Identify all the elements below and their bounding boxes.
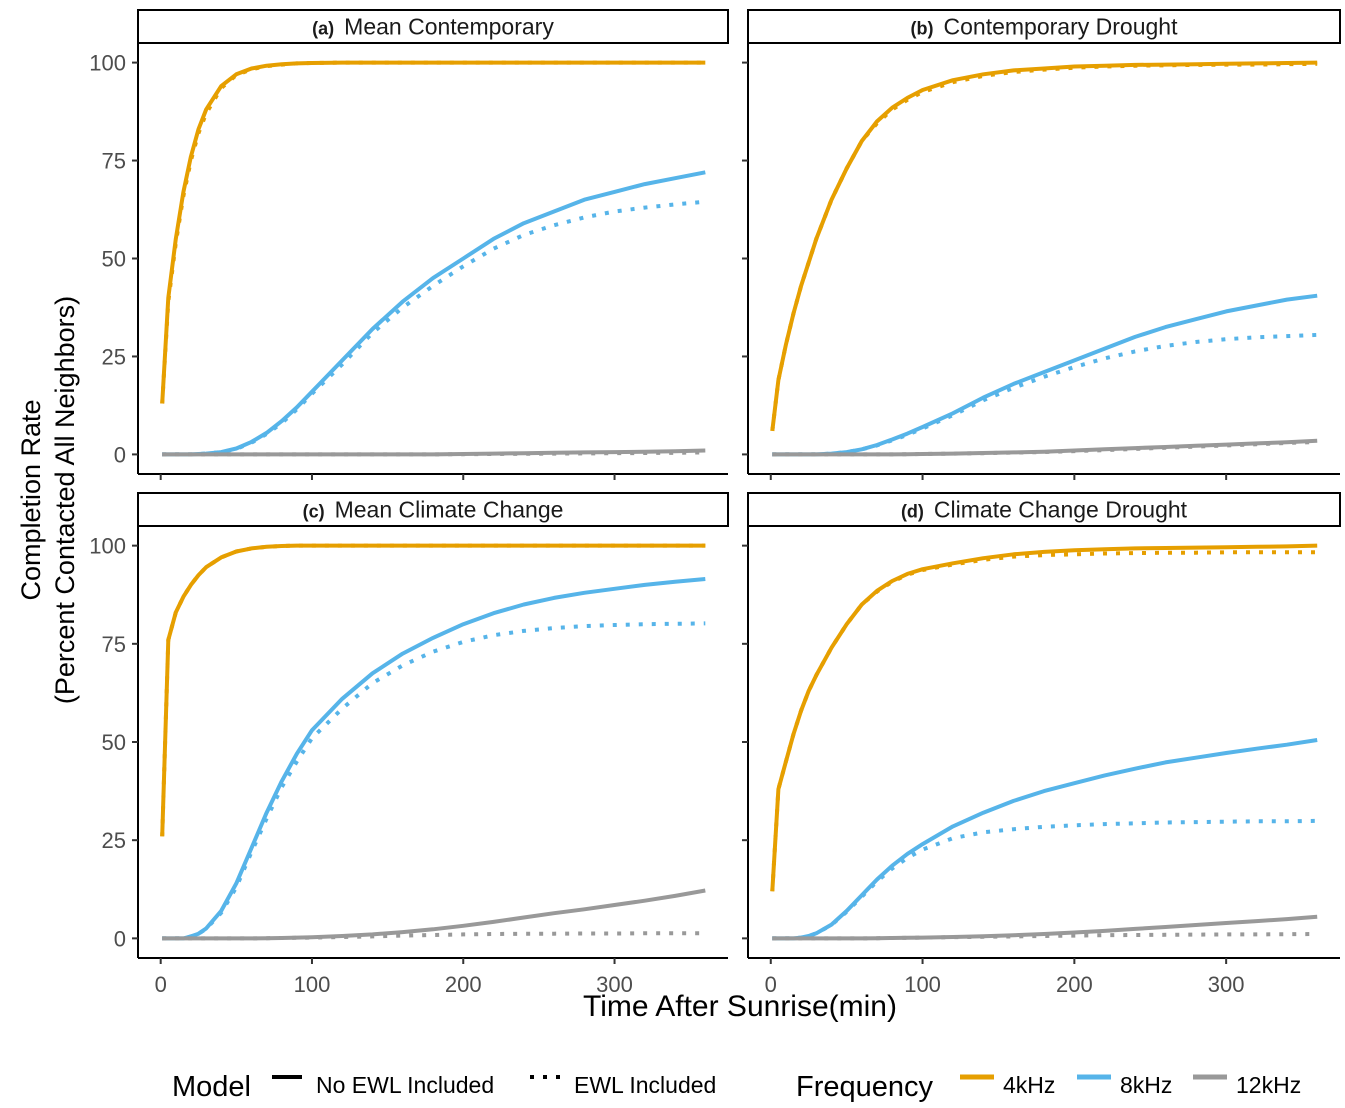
series-line-8khz-no-ewl <box>162 170 706 457</box>
legend-frequency-label: 8kHz <box>1120 1072 1172 1098</box>
y-tick-label: 0 <box>114 442 126 467</box>
y-tick-label: 50 <box>102 730 126 755</box>
legend-frequency-label: 4kHz <box>1003 1072 1055 1098</box>
series-line-12khz-no-ewl <box>162 448 706 457</box>
panel-title: (a) Mean Contemporary <box>312 14 554 40</box>
x-tick-label: 300 <box>596 972 633 997</box>
x-tick-label: 100 <box>294 972 331 997</box>
series-line-4khz-no-ewl <box>770 543 1318 892</box>
panel-1: (a) Mean Contemporary 0 25 50 75 100 <box>89 9 729 480</box>
legend-model-title: Model <box>172 1071 251 1103</box>
series-line-12khz-ewl <box>162 931 706 941</box>
panel-title: (b) Contemporary Drought <box>911 14 1179 40</box>
panel-tag: (c) <box>303 502 325 522</box>
y-tick-label: 75 <box>102 632 126 657</box>
panel-3: (c) Mean Climate Change 0 25 50 75 100 0 100 200 3… <box>89 492 729 997</box>
x-tick-label: 0 <box>155 972 167 997</box>
panel-strip <box>747 9 1341 44</box>
panel-2: (b) Contemporary Drought <box>742 9 1341 480</box>
y-tick-label: 75 <box>102 149 126 174</box>
series-line-8khz-ewl <box>772 332 1318 457</box>
y-tick-label: 0 <box>114 926 126 951</box>
x-tick-label: 100 <box>904 972 941 997</box>
series-line-12khz-no-ewl <box>772 438 1318 457</box>
panel-title-text: Climate Change Drought <box>934 497 1188 523</box>
series-group <box>160 60 706 457</box>
y-tick-label: 50 <box>102 247 126 272</box>
series-group <box>770 543 1318 941</box>
panel-title-text: Mean Climate Change <box>335 497 564 523</box>
panel-title: (c) Mean Climate Change <box>303 497 564 523</box>
series-line-8khz-no-ewl <box>772 738 1318 941</box>
panel-title-text: Mean Contemporary <box>344 14 554 40</box>
panel-strip <box>747 492 1341 527</box>
legend-frequency-title: Frequency <box>796 1071 934 1103</box>
series-line-4khz-no-ewl <box>160 60 706 404</box>
x-tick-label: 0 <box>765 972 777 997</box>
legend-model: Model No EWL Included EWL Included <box>172 1071 716 1103</box>
legend-model-label: No EWL Included <box>316 1072 494 1098</box>
panel-4: (d) Climate Change Drought 0 100 200 300 <box>742 492 1341 997</box>
legend-frequency-label: 12kHz <box>1236 1072 1301 1098</box>
series-line-12khz-no-ewl <box>772 914 1318 941</box>
legend-frequency: Frequency 4kHz 8kHz 12kHz <box>796 1071 1301 1103</box>
panel-strip <box>137 492 729 527</box>
series-line-8khz-ewl <box>162 199 706 457</box>
x-tick-label: 200 <box>1056 972 1093 997</box>
series-line-4khz-ewl <box>770 61 1318 432</box>
x-tick-label: 300 <box>1208 972 1245 997</box>
series-line-8khz-no-ewl <box>162 577 706 941</box>
series-line-12khz-no-ewl <box>162 888 706 941</box>
x-axis-label: Time After Sunrise(min) <box>583 990 897 1023</box>
x-tick-label: 200 <box>445 972 482 997</box>
y-tick-label: 25 <box>102 828 126 853</box>
y-axis-label-line1: Completion Rate <box>16 399 46 600</box>
legend-model-label: EWL Included <box>574 1072 716 1098</box>
series-line-4khz-ewl <box>160 60 706 404</box>
panel-title: (d) Climate Change Drought <box>901 497 1188 523</box>
y-tick-label: 25 <box>102 344 126 369</box>
series-group <box>770 60 1318 457</box>
panel-tag: (d) <box>901 502 924 522</box>
series-line-4khz-ewl <box>770 550 1318 892</box>
panel-strip <box>137 9 729 44</box>
panel-tag: (a) <box>312 19 334 39</box>
series-group <box>160 543 706 941</box>
y-tick-label: 100 <box>89 51 126 76</box>
series-line-8khz-ewl <box>162 621 706 941</box>
series-line-4khz-ewl <box>160 543 706 837</box>
y-axis-label-line2: (Percent Contacted All Neighbors) <box>50 296 80 704</box>
panel-tag: (b) <box>911 19 934 39</box>
panel-title-text: Contemporary Drought <box>944 14 1179 40</box>
y-tick-label: 100 <box>89 534 126 559</box>
